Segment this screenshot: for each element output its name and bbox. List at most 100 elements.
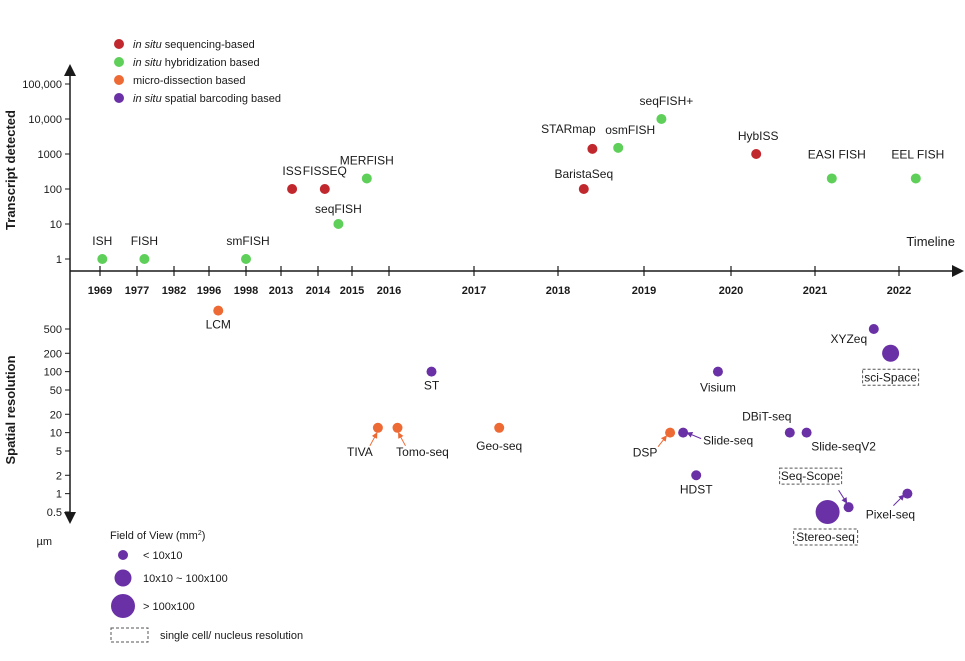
bottom-y-tick-label: 100 <box>44 367 62 379</box>
point-label-stereo-seq: Stereo-seq <box>796 530 855 544</box>
point-label-geo-seq: Geo-seq <box>476 439 522 453</box>
top-y-tick-label: 100 <box>44 184 62 196</box>
year-label-2014: 2014 <box>306 285 331 297</box>
point-tomo-seq <box>392 422 403 433</box>
point-seqfish <box>656 114 667 124</box>
fov-marker-small <box>118 550 128 560</box>
top-y-tick-label: 100,000 <box>22 79 62 91</box>
point-hdst <box>691 470 702 481</box>
arrow-seq-scope <box>838 489 848 504</box>
point-label-fish: FISH <box>131 234 158 248</box>
year-label-2017: 2017 <box>462 285 486 297</box>
fov-label-small: < 10x10 <box>143 550 182 562</box>
point-starmap <box>587 143 598 154</box>
point-label-eel-fish: EEL FISH <box>891 147 944 161</box>
point-label-visium: Visium <box>700 381 736 395</box>
legend-label-barcoding: in situ spatial barcoding based <box>133 93 281 105</box>
legend-label-hybridization: in situ hybridization based <box>133 57 260 69</box>
bottom-y-tick-label: 10 <box>50 428 62 440</box>
year-label-1982: 1982 <box>162 285 186 297</box>
year-label-2016: 2016 <box>377 285 401 297</box>
category-legend: in situ sequencing-based in situ hybridiz… <box>114 39 281 105</box>
point-baristaseq <box>578 184 589 194</box>
legend-label-microdissection: micro-dissection based <box>133 75 246 87</box>
timeline-label: Timeline <box>906 234 955 249</box>
point-label-tomo-seq: Tomo-seq <box>396 445 449 459</box>
top-y-axis-title: Transcript detected <box>3 110 18 230</box>
point-label-slide-seqv2: Slide-seqV2 <box>811 440 876 454</box>
bottom-y-axis-title: Spatial resolution <box>3 355 18 464</box>
point-label-starmap: STARmap <box>541 122 596 136</box>
point-iss <box>287 184 298 194</box>
single-cell-legend-label: single cell/ nucleus resolution <box>160 630 303 642</box>
single-cell-box-seq-scope <box>779 467 843 485</box>
legend-marker-sequencing <box>114 39 124 49</box>
bottom-y-tick-label: 500 <box>44 324 62 336</box>
fov-marker-medium <box>114 569 132 587</box>
point-st <box>426 366 437 377</box>
point-osmfish <box>613 142 624 153</box>
point-label-slide-seq: Slide-seq <box>703 434 753 448</box>
year-label-1996: 1996 <box>197 285 221 297</box>
point-merfish <box>361 173 372 184</box>
axes: Timeline 1969 1977 1982 1996 1998 2013 2014 2015… <box>3 64 964 548</box>
point-label-seq-scope: Seq-Scope <box>781 469 841 483</box>
point-label-merfish: MERFISH <box>340 153 394 167</box>
fov-label-large: > 100x100 <box>143 601 195 613</box>
point-fisseq <box>319 184 330 194</box>
point-label-lcm: LCM <box>206 318 231 332</box>
point-label-hdst: HDST <box>680 482 713 496</box>
point-xyzeq <box>868 324 879 334</box>
point-fish <box>139 254 150 264</box>
annotations <box>369 368 920 546</box>
point-label-osmfish: osmFISH <box>605 123 655 137</box>
legend-marker-barcoding <box>114 93 124 103</box>
point-label-xyzeq: XYZeq <box>830 332 867 346</box>
point-label-seqfish: seqFISH+ <box>640 94 694 108</box>
point-ish <box>97 254 108 264</box>
year-label-2015: 2015 <box>340 285 364 297</box>
fov-marker-large <box>111 594 135 618</box>
point-slide-seqv2 <box>801 427 812 438</box>
arrow-tomo-seq <box>398 432 406 447</box>
point-dbit-seq <box>784 427 795 438</box>
year-label-2013: 2013 <box>269 285 293 297</box>
fov-legend-title: Field of View (mm2) <box>110 530 205 542</box>
point-label-easi-fish: EASI FISH <box>808 147 866 161</box>
point-label-iss: ISS <box>282 164 301 178</box>
point-label-ish: ISH <box>92 234 112 248</box>
bottom-panel-points: LCM ST TIVA Tomo-seq Geo-seq DSP Slide-seq HDST… <box>206 305 917 544</box>
bottom-y-tick-label: 2 <box>56 470 62 482</box>
point-label-st: ST <box>424 379 440 393</box>
top-y-tick-label: 10 <box>50 219 62 231</box>
point-seq-scope <box>843 502 854 513</box>
point-label-dbit-seq: DBiT-seq <box>742 410 791 424</box>
point-lcm <box>213 305 224 316</box>
year-label-1998: 1998 <box>234 285 258 297</box>
unit-label: µm <box>36 536 52 548</box>
year-label-2022: 2022 <box>887 285 911 297</box>
point-label-seqfish: seqFISH <box>315 202 362 216</box>
arrow-pixel-seq <box>893 494 905 506</box>
point-tiva <box>372 422 383 433</box>
point-label-tiva: TIVA <box>347 445 373 459</box>
point-eel-fish <box>910 173 921 184</box>
point-stereo-seq <box>815 500 840 524</box>
arrow-tiva <box>369 432 378 447</box>
bottom-y-tick-label: 20 <box>50 409 62 421</box>
legend-marker-hybridization <box>114 57 124 67</box>
point-visium <box>712 366 723 377</box>
arrow-slide-seq <box>686 432 702 440</box>
bottom-y-tick-label: 0.5 <box>47 507 62 519</box>
year-label-1977: 1977 <box>125 285 149 297</box>
point-label-smfish: smFISH <box>226 234 269 248</box>
top-y-tick-label: 10,000 <box>28 114 62 126</box>
point-easi-fish <box>826 173 837 184</box>
year-label-2018: 2018 <box>546 285 570 297</box>
point-dsp <box>665 427 676 438</box>
point-sci-space <box>882 344 900 362</box>
year-label-1969: 1969 <box>88 285 112 297</box>
bottom-y-tick-label: 5 <box>56 446 62 458</box>
legend-label-sequencing: in situ sequencing-based <box>133 39 255 51</box>
point-label-hybiss: HybISS <box>738 129 779 143</box>
